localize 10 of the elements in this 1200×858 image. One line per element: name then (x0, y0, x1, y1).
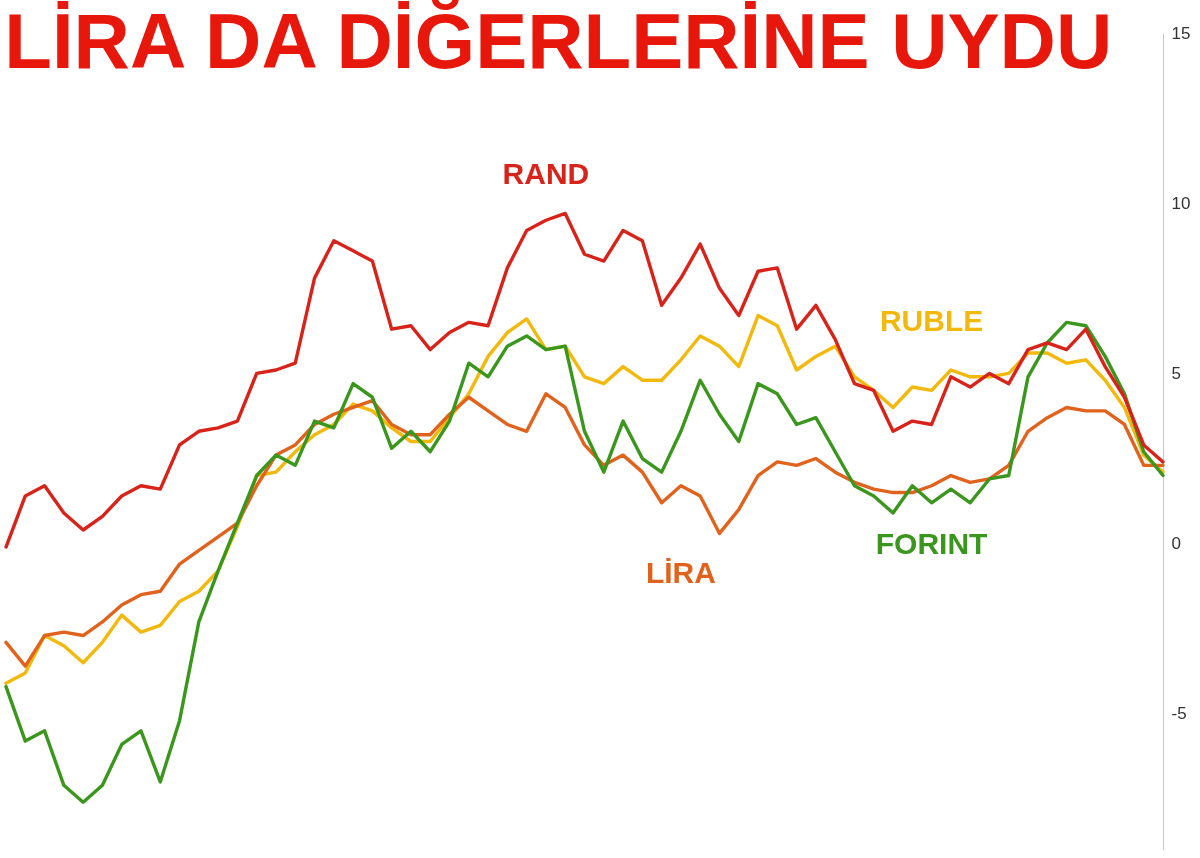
y-tick-label: 5 (1171, 363, 1181, 383)
series-label: LİRA (645, 555, 716, 589)
series-label: RAND (502, 157, 590, 191)
line-series (4, 392, 1165, 668)
y-tick-label: 15 (1171, 23, 1191, 43)
series-label: FORINT (875, 526, 988, 560)
y-tick-label: 0 (1171, 534, 1181, 554)
series-label: RUBLE (879, 304, 984, 338)
y-tick-label: 10 (1171, 193, 1191, 213)
y-tick-label: -5 (1171, 704, 1187, 724)
